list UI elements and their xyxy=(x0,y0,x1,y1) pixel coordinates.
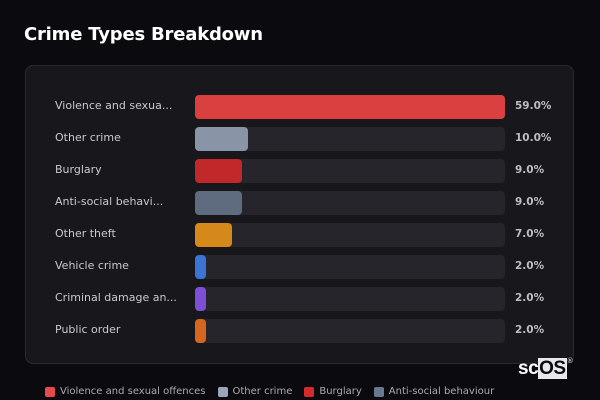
legend-item[interactable]: Burglary xyxy=(304,386,362,397)
bar-row: Other crime 10.0% xyxy=(26,127,573,151)
bar-track xyxy=(195,255,505,279)
bar-track xyxy=(195,319,505,343)
bar-value: 2.0% xyxy=(515,260,545,272)
bar-value: 59.0% xyxy=(515,100,552,112)
bar-value: 7.0% xyxy=(515,228,545,240)
scos-logo: scOS ® xyxy=(518,358,573,379)
bar-label: Vehicle crime xyxy=(55,259,129,272)
bar-label: Burglary xyxy=(55,163,102,176)
bar-fill[interactable] xyxy=(195,287,206,311)
bar-label: Criminal damage an... xyxy=(55,291,177,304)
bar-label: Anti-social behavi... xyxy=(55,195,164,208)
bar-fill[interactable] xyxy=(195,159,242,183)
bar-value: 10.0% xyxy=(515,132,552,144)
legend-swatch xyxy=(217,386,228,397)
bar-fill[interactable] xyxy=(195,95,505,119)
bar-fill[interactable] xyxy=(195,255,206,279)
bar-track xyxy=(195,95,505,119)
bar-label: Other theft xyxy=(55,227,116,240)
bar-value: 2.0% xyxy=(515,292,545,304)
bar-track xyxy=(195,223,505,247)
bar-row: Burglary 9.0% xyxy=(26,159,573,183)
bar-row: Violence and sexua... 59.0% xyxy=(26,95,573,119)
bar-track xyxy=(195,191,505,215)
legend-swatch xyxy=(373,386,384,397)
bar-label: Violence and sexua... xyxy=(55,99,173,112)
bar-row: Anti-social behavi... 9.0% xyxy=(26,191,573,215)
bar-row: Other theft 7.0% xyxy=(26,223,573,247)
bar-label: Other crime xyxy=(55,131,121,144)
bar-value: 9.0% xyxy=(515,164,545,176)
bar-row: Public order 2.0% xyxy=(26,319,573,343)
bar-track xyxy=(195,287,505,311)
bar-track xyxy=(195,159,505,183)
bar-row: Criminal damage an... 2.0% xyxy=(26,287,573,311)
legend-item[interactable]: Anti-social behaviour xyxy=(373,386,494,397)
bar-fill[interactable] xyxy=(195,191,242,215)
chart-legend: Violence and sexual offences Other crime… xyxy=(45,386,494,397)
bar-track xyxy=(195,127,505,151)
bar-value: 9.0% xyxy=(515,196,545,208)
bar-fill[interactable] xyxy=(195,127,248,151)
bar-label: Public order xyxy=(55,323,121,336)
legend-swatch xyxy=(304,386,315,397)
legend-swatch xyxy=(45,386,55,397)
bar-fill[interactable] xyxy=(195,223,232,247)
bar-value: 2.0% xyxy=(515,324,545,336)
chart-panel: Violence and sexua... 59.0% Other crime … xyxy=(25,65,574,364)
bar-row: Vehicle crime 2.0% xyxy=(26,255,573,279)
bar-fill[interactable] xyxy=(195,319,206,343)
legend-item[interactable]: Violence and sexual offences xyxy=(45,386,206,397)
legend-item[interactable]: Other crime xyxy=(217,386,292,397)
chart-title: Crime Types Breakdown xyxy=(24,24,263,45)
